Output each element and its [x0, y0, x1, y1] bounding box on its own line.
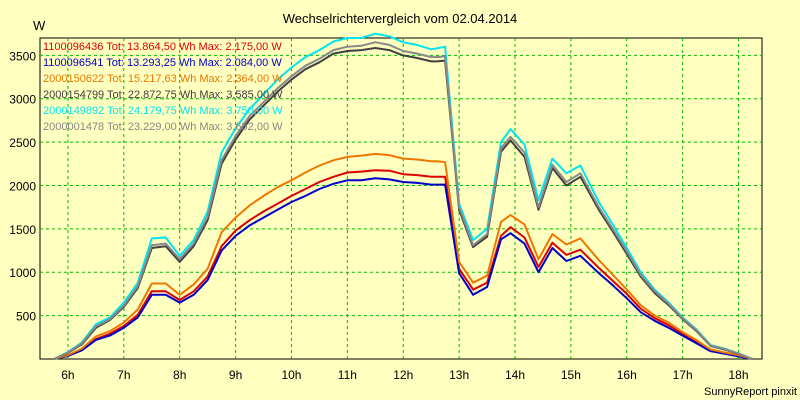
y-tick-label: 1500	[9, 223, 36, 237]
footer-credit: SunnyReport pinxit	[704, 386, 797, 398]
x-tick-label: 8h	[173, 368, 186, 382]
legend-entry-1100096436: 1100096436 Tot: 13.864,50 Wh Max: 2.175,…	[43, 41, 282, 53]
x-tick-label: 13h	[449, 368, 469, 382]
x-tick-label: 11h	[338, 368, 357, 382]
x-tick-label: 12h	[393, 368, 413, 382]
legend-entry-1100096541: 1100096541 Tot: 13.293,25 Wh Max: 2.084,…	[43, 57, 282, 69]
y-axis: 500 1000 1500 2000 2500 3000 3500	[9, 49, 36, 323]
plot-background	[39, 37, 763, 360]
series-line-2000001478	[53, 41, 753, 360]
plot-area: 500 1000 1500 2000 2500 3000 3500 6h 7h 8h 9h 10h 1…	[9, 32, 763, 382]
legend-entry-2000154799: 2000154799 Tot: 22.872,75 Wh Max: 3.585,…	[43, 89, 283, 101]
series-line-2000149892	[53, 32, 753, 360]
y-tick-label: 2500	[9, 136, 36, 150]
legend-entry-2000001478: 2000001478 Tot: 23.229,00 Wh Max: 3.652,…	[43, 121, 283, 133]
x-tick-label: 6h	[61, 368, 74, 382]
x-tick-label: 15h	[561, 368, 581, 382]
x-tick-label: 9h	[229, 368, 242, 382]
y-tick-label: 500	[16, 310, 36, 324]
series-line-2000154799	[53, 47, 753, 360]
x-tick-label: 18h	[729, 368, 749, 382]
x-tick-label: 17h	[673, 368, 693, 382]
series-line-1100096436	[53, 169, 753, 360]
x-tick-label: 14h	[505, 368, 525, 382]
y-tick-label: 1000	[9, 266, 36, 280]
x-axis: 6h 7h 8h 9h 10h 11h 12h 13h 14h 15h 16h 17h 18h	[61, 368, 748, 382]
x-tick-label: 7h	[117, 368, 130, 382]
y-tick-label: 3500	[9, 49, 36, 63]
chart-title: Wechselrichtervergleich vom 02.04.2014	[283, 11, 518, 26]
legend-entry-2000149892: 2000149892 Tot: 24.179,75 Wh Max: 3.750,…	[43, 105, 283, 117]
x-tick-label: 16h	[617, 368, 637, 382]
series-lines	[53, 32, 753, 360]
series-line-1100096541	[53, 177, 753, 360]
legend-entry-2000150622: 2000150622 Tot: 15.217,63 Wh Max: 2.364,…	[43, 73, 283, 85]
y-axis-label: W	[33, 18, 46, 33]
legend: 1100096436 Tot: 13.864,50 Wh Max: 2.175,…	[43, 41, 283, 133]
x-tick-label: 10h	[281, 368, 301, 382]
series-line-2000150622	[53, 152, 753, 360]
grid	[40, 38, 762, 359]
y-tick-label: 3000	[9, 93, 36, 107]
y-tick-label: 2000	[9, 179, 36, 193]
